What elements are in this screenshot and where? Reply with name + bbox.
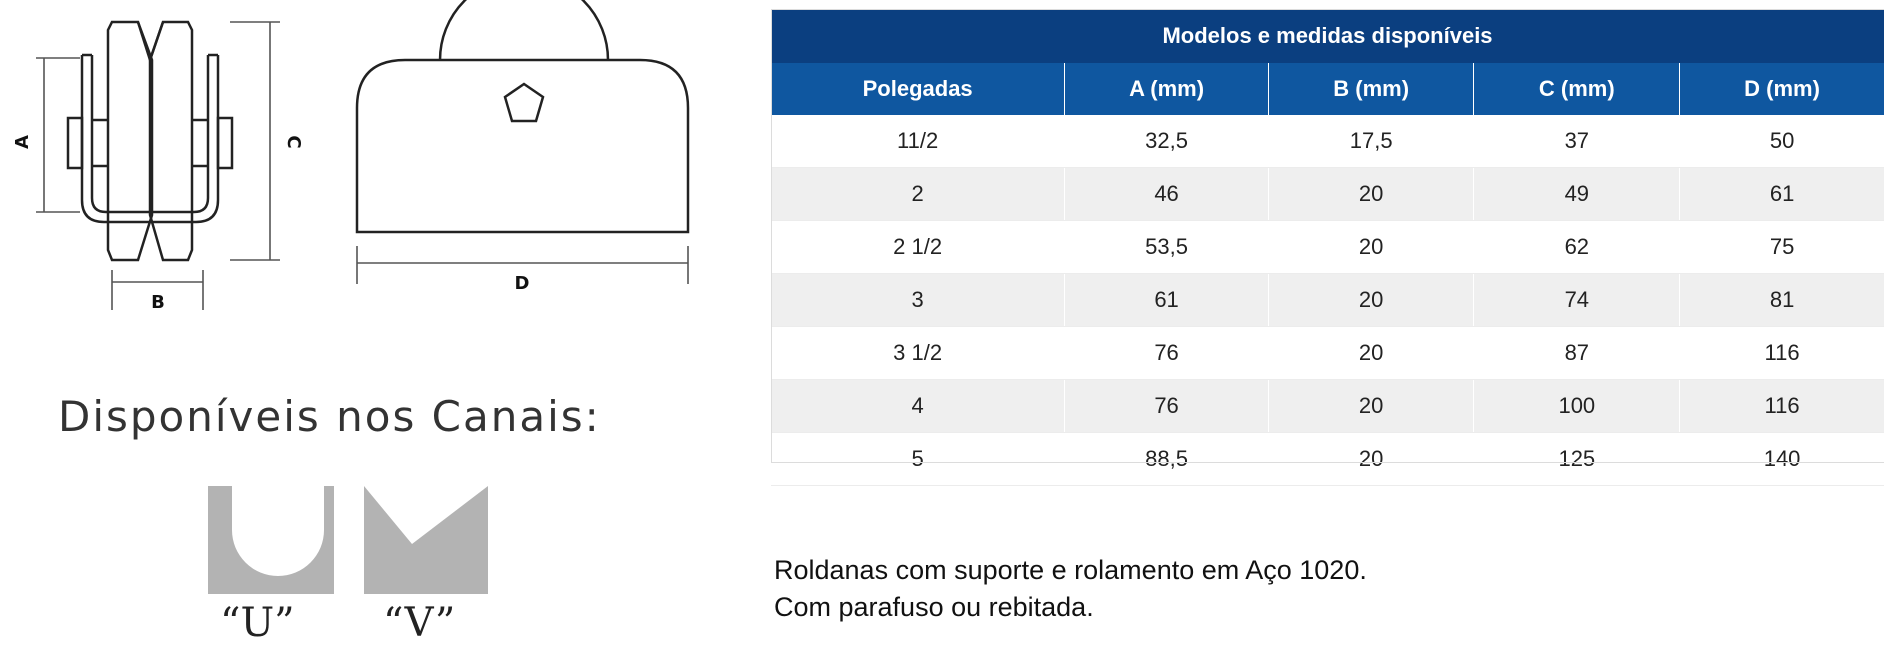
table-cell: 20 <box>1268 220 1475 274</box>
table-cell: 76 <box>1064 326 1269 380</box>
table-cell: 76 <box>1064 379 1269 433</box>
table-cell: 61 <box>1679 167 1884 221</box>
header-polegadas: Polegadas <box>771 63 1066 115</box>
table-cell: 17,5 <box>1268 115 1475 168</box>
front-view-drawing <box>355 0 690 234</box>
table-caption: Modelos e medidas disponíveis <box>771 9 1884 63</box>
table-cell: 2 <box>771 167 1066 221</box>
table-cell: 32,5 <box>1064 115 1269 168</box>
dimension-b-label: B <box>151 292 165 313</box>
table-caption-row: Modelos e medidas disponíveis <box>771 9 1884 63</box>
table-row: 3 1/2 76 20 87 116 <box>771 326 1884 380</box>
table-cell: 75 <box>1679 220 1884 274</box>
front-view-dimensions <box>356 246 689 284</box>
table-cell: 53,5 <box>1064 220 1269 274</box>
channels-heading: Disponíveis nos Canais: <box>58 392 601 441</box>
models-table: Modelos e medidas disponíveis Polegadas … <box>771 9 1884 486</box>
v-channel-caption: “V” <box>383 600 456 646</box>
u-channel-caption: “U” <box>220 600 295 646</box>
table-cell: 20 <box>1268 326 1475 380</box>
table-cell: 46 <box>1064 167 1269 221</box>
table-cell: 116 <box>1679 379 1884 433</box>
description-line-1: Roldanas com suporte e rolamento em Aço … <box>774 555 1367 585</box>
table-cell: 116 <box>1679 326 1884 380</box>
table-row: 5 88,5 20 125 140 <box>771 432 1884 486</box>
technical-drawings: A C B D <box>0 0 720 330</box>
table-cell: 62 <box>1473 220 1681 274</box>
table-cell: 11/2 <box>771 115 1066 168</box>
table-cell: 49 <box>1473 167 1681 221</box>
dimension-a-label: A <box>12 135 33 149</box>
table-cell: 87 <box>1473 326 1681 380</box>
table-cell: 20 <box>1268 379 1475 433</box>
table-row: 4 76 20 100 116 <box>771 379 1884 433</box>
dimension-c-label: C <box>283 135 304 148</box>
product-description: Roldanas com suporte e rolamento em Aço … <box>774 552 1367 626</box>
table-cell: 37 <box>1473 115 1681 168</box>
u-channel-icon <box>208 486 334 594</box>
side-view-dimensions <box>36 21 280 310</box>
table-cell: 5 <box>771 432 1066 486</box>
header-c-mm: C (mm) <box>1473 63 1681 115</box>
table-cell: 20 <box>1268 432 1475 486</box>
header-b-mm: B (mm) <box>1268 63 1475 115</box>
table-cell: 20 <box>1268 167 1475 221</box>
header-d-mm: D (mm) <box>1679 63 1884 115</box>
table-cell: 100 <box>1473 379 1681 433</box>
header-a-mm: A (mm) <box>1064 63 1269 115</box>
table-cell: 61 <box>1064 273 1269 327</box>
table-row: 2 46 20 49 61 <box>771 167 1884 221</box>
table-row: 3 61 20 74 81 <box>771 273 1884 327</box>
channel-shapes <box>208 486 488 594</box>
table-cell: 125 <box>1473 432 1681 486</box>
table-cell: 4 <box>771 379 1066 433</box>
table-cell: 2 1/2 <box>771 220 1066 274</box>
table-cell: 88,5 <box>1064 432 1269 486</box>
table-cell: 20 <box>1268 273 1475 327</box>
description-line-2: Com parafuso ou rebitada. <box>774 592 1094 622</box>
pulley-drawings-svg: A C B D <box>12 0 690 313</box>
table-cell: 3 1/2 <box>771 326 1066 380</box>
side-view-drawing <box>66 20 234 262</box>
table-cell: 50 <box>1679 115 1884 168</box>
table-row: 11/2 32,5 17,5 37 50 <box>771 115 1884 168</box>
table-body: 11/2 32,5 17,5 37 50 2 46 20 49 61 2 1/2 53,5 20 62 75… <box>771 115 1884 486</box>
table-cell: 140 <box>1679 432 1884 486</box>
table-cell: 74 <box>1473 273 1681 327</box>
table-header-row: Polegadas A (mm) B (mm) C (mm) D (mm) <box>771 63 1884 115</box>
dimension-d-label: D <box>515 273 530 294</box>
table-row: 2 1/2 53,5 20 62 75 <box>771 220 1884 274</box>
table-cell: 81 <box>1679 273 1884 327</box>
table-cell: 3 <box>771 273 1066 327</box>
v-channel-icon <box>364 486 488 594</box>
